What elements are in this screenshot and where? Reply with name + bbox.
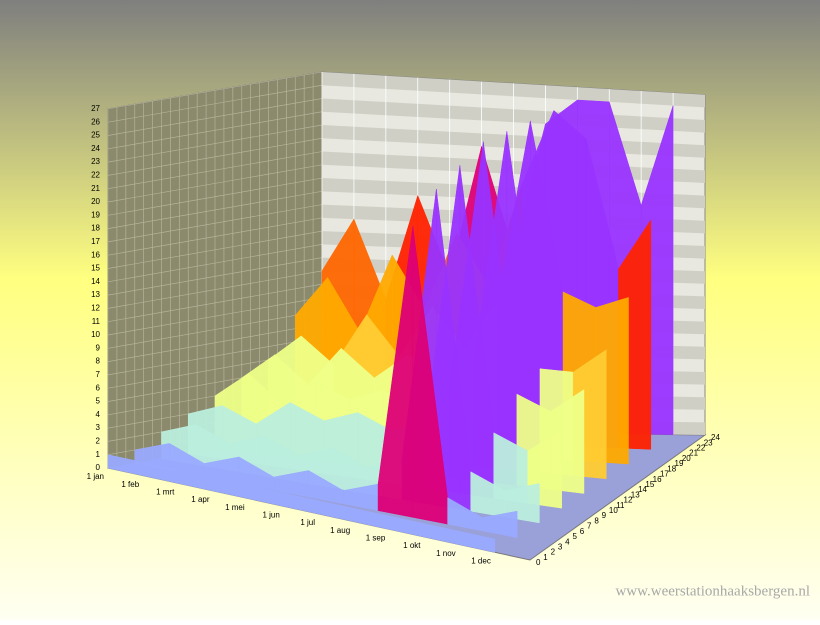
z-tick-label: 3: [558, 542, 563, 551]
z-tick-label: 14: [638, 485, 647, 494]
x-tick-label: 1 dec: [471, 556, 491, 565]
surface-segment: [459, 531, 496, 553]
y-tick-label: 27: [91, 104, 100, 113]
x-tick-label: 1 mei: [225, 503, 245, 512]
z-tick-label: 5: [572, 532, 577, 541]
z-tick-label: 20: [682, 454, 691, 463]
z-tick-label: 2: [551, 548, 556, 557]
z-tick-label: 13: [631, 490, 640, 499]
z-tick-label: 6: [580, 527, 585, 536]
surface-segment: [482, 510, 518, 538]
y-tick-label: 17: [91, 237, 100, 246]
z-tick-label: 24: [711, 433, 720, 442]
y-tick-label: 2: [96, 437, 101, 446]
z-tick-label: 7: [587, 522, 592, 531]
y-tick-label: 20: [91, 197, 100, 206]
y-tick-label: 12: [91, 304, 100, 313]
y-tick-label: 3: [96, 423, 101, 432]
y-tick-label: 21: [91, 184, 100, 193]
y-tick-label: 22: [91, 171, 100, 180]
y-tick-label: 1: [96, 450, 101, 459]
x-tick-label: 1 feb: [121, 480, 139, 489]
x-tick-label: 1 jul: [300, 518, 315, 527]
z-tick-label: 23: [704, 438, 713, 447]
y-tick-label: 5: [96, 397, 101, 406]
y-tick-label: 15: [91, 264, 100, 273]
z-tick-label: 8: [594, 516, 599, 525]
y-tick-label: 11: [92, 317, 101, 326]
y-tick-label: 7: [96, 370, 101, 379]
y-tick-label: 19: [91, 210, 100, 219]
z-tick-label: 4: [565, 537, 570, 546]
z-tick-label: 15: [645, 480, 654, 489]
z-tick-label: 18: [667, 464, 676, 473]
x-tick-label: 1 jan: [87, 472, 104, 481]
y-tick-label: 25: [91, 131, 100, 140]
y-tick-label: 23: [91, 157, 100, 166]
z-tick-label: 19: [675, 459, 684, 468]
y-tick-label: 0: [96, 463, 101, 472]
y-tick-label: 6: [96, 383, 101, 392]
x-tick-label: 1 sep: [366, 533, 386, 542]
x-tick-label: 1 apr: [191, 495, 210, 504]
z-tick-label: 17: [660, 470, 669, 479]
y-tick-label: 16: [91, 250, 100, 259]
y-tick-label: 9: [96, 343, 101, 352]
z-tick-label: 11: [616, 501, 625, 510]
y-tick-label: 13: [91, 290, 100, 299]
z-tick-label: 12: [624, 496, 633, 505]
x-tick-label: 1 jun: [262, 510, 279, 519]
z-tick-label: 21: [689, 449, 698, 458]
plot: 0123456789101112131415161718192021222324…: [87, 71, 720, 567]
y-tick-label: 18: [91, 224, 100, 233]
x-tick-label: 1 okt: [403, 541, 421, 550]
y-tick-label: 10: [91, 330, 100, 339]
y-tick-label: 8: [96, 357, 101, 366]
y-tick-label: 24: [91, 144, 100, 153]
z-tick-label: 9: [602, 511, 607, 520]
z-tick-label: 22: [696, 444, 705, 453]
watermark: www.weerstationhaaksbergen.nl: [615, 583, 810, 599]
z-tick-label: 16: [653, 475, 662, 484]
z-tick-label: 0: [536, 558, 541, 567]
x-tick-label: 1 mrt: [156, 487, 175, 496]
z-tick-label: 10: [609, 506, 618, 515]
y-tick-label: 4: [96, 410, 101, 419]
y-tick-label: 14: [91, 277, 100, 286]
z-tick-label: 1: [543, 553, 548, 562]
x-tick-label: 1 aug: [330, 526, 350, 535]
x-tick-label: 1 nov: [436, 549, 456, 558]
y-tick-label: 26: [91, 117, 100, 126]
